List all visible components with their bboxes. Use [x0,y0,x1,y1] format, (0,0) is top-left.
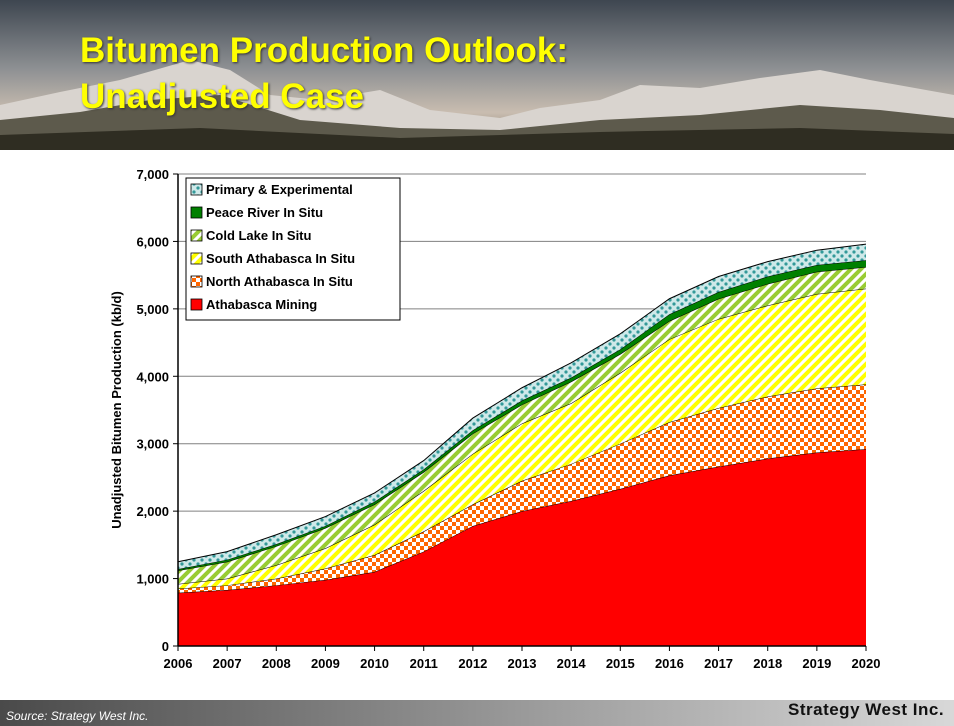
area [178,384,866,593]
legend-swatch [190,206,203,219]
x-tick-label: 2019 [802,656,831,671]
area-edge [177,243,867,563]
source-note: Source: Strategy West Inc. [6,709,149,723]
y-tick-label: 6,000 [136,234,169,249]
x-tick-label: 2014 [557,656,587,671]
y-tick-label: 4,000 [136,369,169,384]
legend-swatch [190,252,203,265]
x-tick-label: 2020 [852,656,881,671]
legend-swatch [190,275,203,288]
x-tick-label: 2007 [213,656,242,671]
area [178,288,866,589]
y-tick-label: 1,000 [136,572,169,587]
slide-title: Bitumen Production Outlook: Unadjusted C… [80,31,569,116]
chart: 0 1,000 2,000 3,000 4,000 5,000 6,000 7,000 2006… [109,167,881,671]
area [178,449,866,646]
legend-label: Peace River In Situ [206,205,323,220]
x-tick-label: 2011 [410,656,438,671]
legend-label: South Athabasca In Situ [206,251,355,266]
logo: Strategy West Inc. [788,700,945,719]
legend-swatch [190,298,203,311]
y-tick-label: 3,000 [136,437,169,452]
legend-label: Primary & Experimental [206,182,353,197]
footer-bar [0,700,954,726]
x-tick-label: 2012 [458,656,487,671]
legend-swatch [190,229,203,242]
y-tick-label: 7,000 [136,167,169,182]
x-tick-label: 2013 [508,656,537,671]
legend-swatch [190,183,203,196]
y-tick-label: 5,000 [136,302,169,317]
legend-label: Athabasca Mining [206,297,317,312]
x-tick-label: 2018 [753,656,782,671]
x-tick-label: 2009 [311,656,340,671]
x-tick-label: 2017 [704,656,733,671]
x-tick-label: 2010 [360,656,389,671]
x-tick-label: 2016 [655,656,684,671]
y-axis-title: Unadjusted Bitumen Production (kb/d) [109,291,124,529]
x-tick-label: 2008 [262,656,291,671]
legend-label: Cold Lake In Situ [206,228,312,243]
area-edge [177,266,867,571]
y-tick-label: 0 [162,639,169,654]
legend-box [185,177,401,321]
y-tick-label: 2,000 [136,504,169,519]
legend-label: North Athabasca In Situ [206,274,353,289]
x-tick-label: 2015 [606,656,635,671]
header-image [0,0,954,150]
x-tick-label: 2006 [164,656,193,671]
